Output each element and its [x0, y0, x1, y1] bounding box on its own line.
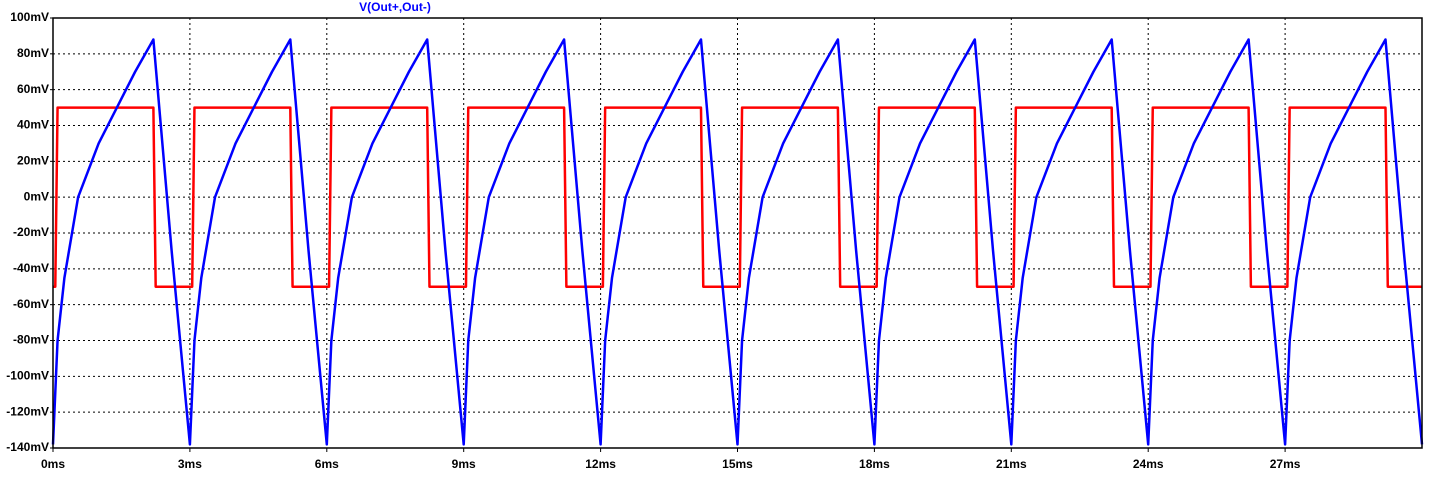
y-tick-label: 0mV: [24, 189, 49, 203]
x-tick-label: 27ms: [1270, 457, 1301, 471]
y-tick-label: -20mV: [13, 225, 49, 239]
y-tick-label: 20mV: [17, 154, 49, 168]
plot-border: [52, 17, 1423, 449]
y-tick-label: 100mV: [10, 10, 49, 24]
series-line: [51, 38, 1424, 446]
y-tick-label: -120mV: [6, 404, 49, 418]
y-tick-label: -140mV: [6, 440, 49, 454]
x-tick-label: 18ms: [859, 457, 890, 471]
y-tick-label: 80mV: [17, 46, 49, 60]
x-tick-label: 3ms: [178, 457, 202, 471]
legend-entry: V(Out+,Out-): [359, 0, 431, 14]
y-tick-label: -60mV: [13, 297, 49, 311]
y-tick-label: 60mV: [17, 82, 49, 96]
x-tick-label: 6ms: [315, 457, 339, 471]
y-tick-label: -100mV: [6, 369, 49, 383]
x-tick-label: 15ms: [722, 457, 753, 471]
x-tick-label: 0ms: [41, 457, 65, 471]
x-tick-label: 24ms: [1133, 457, 1164, 471]
y-tick-label: 40mV: [17, 118, 49, 132]
x-tick-label: 12ms: [585, 457, 616, 471]
y-tick-label: -80mV: [13, 333, 49, 347]
y-tick-label: -40mV: [13, 261, 49, 275]
x-tick-label: 9ms: [452, 457, 476, 471]
x-tick-label: 21ms: [996, 457, 1027, 471]
